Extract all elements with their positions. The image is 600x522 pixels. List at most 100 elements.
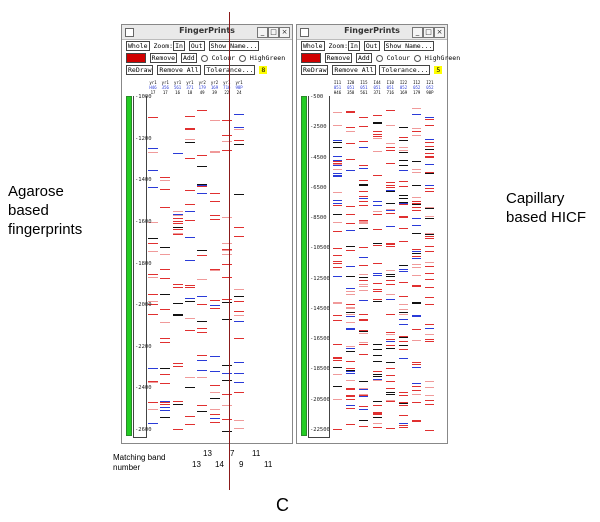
gel-band[interactable] — [346, 246, 356, 247]
gel-band[interactable] — [172, 429, 183, 430]
gel-band[interactable] — [160, 294, 171, 295]
gel-band[interactable] — [399, 405, 408, 406]
gel-band[interactable] — [346, 424, 356, 425]
gel-band[interactable] — [385, 274, 395, 275]
gel-band[interactable] — [172, 221, 183, 222]
remove-button[interactable]: Remove — [149, 53, 178, 63]
gel-band[interactable] — [359, 196, 369, 197]
lane-header[interactable]: yr1 — [235, 80, 243, 85]
gel-band[interactable] — [333, 147, 342, 148]
gel-band[interactable] — [385, 210, 395, 211]
gel-band[interactable] — [412, 169, 422, 170]
gel-band[interactable] — [399, 165, 408, 166]
lane-header[interactable]: 179 — [413, 90, 421, 95]
lane-header[interactable]: 169 — [399, 90, 408, 95]
gel-band[interactable] — [412, 225, 422, 226]
gel-band[interactable] — [372, 379, 382, 380]
gel-band[interactable] — [359, 205, 369, 206]
gel-band[interactable] — [234, 311, 245, 312]
lane-header[interactable]: 16 — [175, 90, 180, 95]
gel-band[interactable] — [333, 358, 342, 359]
gel-band[interactable] — [221, 373, 232, 374]
gel-band[interactable] — [234, 321, 245, 322]
gel-band[interactable] — [412, 340, 422, 341]
gel-band[interactable] — [412, 329, 422, 330]
gel-band[interactable] — [160, 309, 171, 310]
maximize-button[interactable]: □ — [423, 27, 434, 38]
tolerance-button[interactable]: Tolerance... — [379, 65, 431, 75]
gel-band[interactable] — [160, 374, 171, 375]
gel-band[interactable] — [372, 405, 382, 406]
gel-band[interactable] — [359, 184, 369, 185]
redraw-button[interactable]: ReDraw — [126, 65, 154, 75]
lane-header[interactable]: 051 — [386, 85, 394, 90]
gel-band[interactable] — [346, 328, 356, 329]
gel-band[interactable] — [333, 374, 342, 375]
gel-band[interactable] — [372, 134, 382, 135]
tolerance-value[interactable]: 8 — [259, 66, 268, 74]
lane-header[interactable]: 561 — [360, 90, 368, 95]
gel-band[interactable] — [399, 152, 408, 153]
gel-band[interactable] — [209, 392, 220, 393]
remove-all-button[interactable]: Remove All — [332, 65, 376, 75]
gel-band[interactable] — [359, 330, 369, 331]
zoom-slider-bar[interactable] — [301, 96, 307, 436]
gel-band[interactable] — [172, 404, 183, 405]
gel-band[interactable] — [412, 364, 422, 365]
gel-band[interactable] — [385, 381, 395, 382]
zoom-out-button[interactable]: Out — [188, 41, 205, 51]
lane-header[interactable]: 561 — [173, 85, 182, 90]
lane-header[interactable]: yr2 — [198, 80, 206, 85]
gel-band[interactable] — [234, 420, 245, 421]
lane-header[interactable]: 052 — [426, 85, 434, 90]
gel-band[interactable] — [412, 264, 422, 265]
colour-radio[interactable] — [200, 54, 208, 62]
gel-band[interactable] — [385, 182, 395, 183]
gel-band[interactable] — [425, 207, 435, 208]
gel-band[interactable] — [359, 168, 369, 169]
gel-band[interactable] — [399, 402, 408, 403]
gel-band[interactable] — [359, 247, 369, 248]
gel-band[interactable] — [372, 417, 382, 418]
tolerance-value[interactable]: 5 — [434, 66, 443, 74]
gel-band[interactable] — [148, 187, 158, 188]
lane-header[interactable]: I12 — [413, 80, 421, 85]
gel-band[interactable] — [372, 175, 382, 176]
gel-band[interactable] — [172, 214, 183, 215]
lane-header[interactable]: 39 — [212, 90, 217, 95]
gel-band[interactable] — [399, 202, 408, 203]
gel-band[interactable] — [184, 211, 195, 212]
gel-band[interactable] — [234, 289, 245, 290]
gel-band[interactable] — [399, 309, 408, 310]
gel-band[interactable] — [197, 296, 208, 297]
gel-band[interactable] — [160, 322, 171, 323]
gel-band[interactable] — [425, 334, 435, 335]
gel-band[interactable] — [221, 299, 232, 300]
gel-band[interactable] — [184, 424, 195, 425]
gel-band[interactable] — [333, 161, 342, 162]
lane-header[interactable]: 169 — [210, 85, 219, 90]
gel-band[interactable] — [425, 273, 435, 274]
gel-band[interactable] — [399, 403, 408, 404]
gel-band[interactable] — [234, 114, 245, 115]
gel-band[interactable] — [234, 236, 245, 237]
window-menu-icon[interactable] — [300, 28, 309, 37]
gel-band[interactable] — [425, 236, 435, 237]
gel-band[interactable] — [385, 339, 395, 340]
lane-header[interactable]: I15 — [360, 80, 368, 85]
gel-band[interactable] — [209, 418, 220, 419]
gel-band[interactable] — [412, 108, 422, 109]
lane-header[interactable]: 18 — [187, 90, 193, 95]
gel-band[interactable] — [333, 255, 342, 256]
gel-band[interactable] — [148, 243, 158, 244]
gel-band[interactable] — [359, 320, 369, 321]
gel-band[interactable] — [172, 303, 183, 304]
gel-band[interactable] — [346, 368, 356, 369]
gel-band[interactable] — [148, 274, 158, 275]
gel-band[interactable] — [412, 251, 422, 252]
lane-header[interactable]: 371 — [186, 85, 194, 90]
lane-header[interactable]: I22 — [399, 80, 408, 85]
gel-band[interactable] — [346, 266, 356, 267]
gel-band[interactable] — [385, 375, 395, 376]
gel-band[interactable] — [172, 215, 183, 216]
